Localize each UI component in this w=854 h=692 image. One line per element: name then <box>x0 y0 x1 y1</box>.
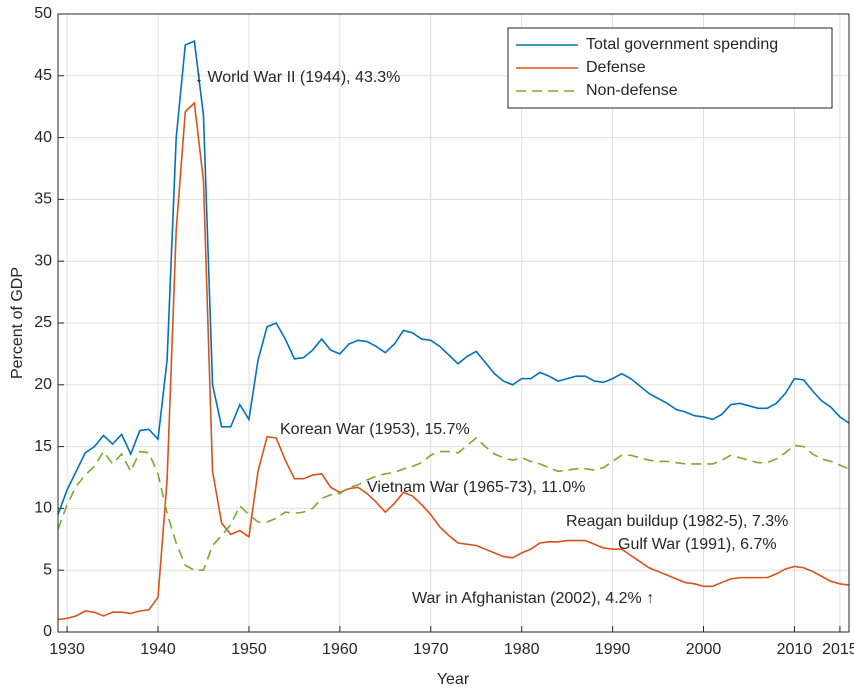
legend-label: Non-defense <box>586 82 678 99</box>
x-tick-label: 1930 <box>49 641 85 658</box>
x-tick-label: 1950 <box>231 641 267 658</box>
series-line <box>57 40 850 515</box>
annotation: ↓ World War II (1944), 43.3% <box>195 69 400 86</box>
annotations: ↓ World War II (1944), 43.3% Korean War (… <box>195 69 788 607</box>
y-tick-label: 30 <box>34 252 52 269</box>
x-tick-label: 2010 <box>777 641 813 658</box>
y-tick-label: 15 <box>34 438 52 455</box>
x-axis-label: Year <box>437 671 470 688</box>
lines <box>57 40 850 621</box>
y-tick-label: 10 <box>34 500 52 517</box>
y-tick-label: 35 <box>34 191 52 208</box>
legend-label: Total government spending <box>586 36 778 53</box>
x-tick-label: 1970 <box>413 641 449 658</box>
y-tick-label: 5 <box>43 561 52 578</box>
x-tick-label: 1980 <box>504 641 540 658</box>
legend-label: Defense <box>586 59 646 76</box>
y-axis-label: Percent of GDP <box>9 267 26 379</box>
annotation: Korean War (1953), 15.7% <box>280 421 470 438</box>
x-tick-label: 1990 <box>595 641 631 658</box>
y-tick-label: 45 <box>34 67 52 84</box>
x-tick-label: 2015 <box>822 641 854 658</box>
series-line <box>57 436 850 571</box>
annotation: Gulf War (1991), 6.7% <box>618 536 777 553</box>
y-tick-label: 25 <box>34 314 52 331</box>
annotation: War in Afghanistan (2002), 4.2% ↑ <box>412 590 654 607</box>
legend: Total government spending Defense Non-defe… <box>507 27 833 109</box>
series-line <box>57 101 850 621</box>
y-tick-label: 20 <box>34 376 52 393</box>
x-tick-label: 1940 <box>140 641 176 658</box>
y-tick-label: 40 <box>34 129 52 146</box>
x-tick-label: 1960 <box>322 641 358 658</box>
y-tick-label: 50 <box>34 5 52 22</box>
x-tick-label: 2000 <box>686 641 722 658</box>
axes-box <box>57 13 850 633</box>
annotation: Vietnam War (1965-73), 11.0% <box>367 479 585 496</box>
annotation: Reagan buildup (1982-5), 7.3% <box>566 513 788 530</box>
y-tick-label: 0 <box>43 623 52 640</box>
